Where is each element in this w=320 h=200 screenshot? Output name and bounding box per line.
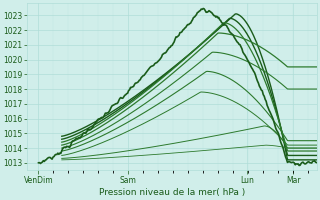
X-axis label: Pression niveau de la mer( hPa ): Pression niveau de la mer( hPa )	[99, 188, 245, 197]
